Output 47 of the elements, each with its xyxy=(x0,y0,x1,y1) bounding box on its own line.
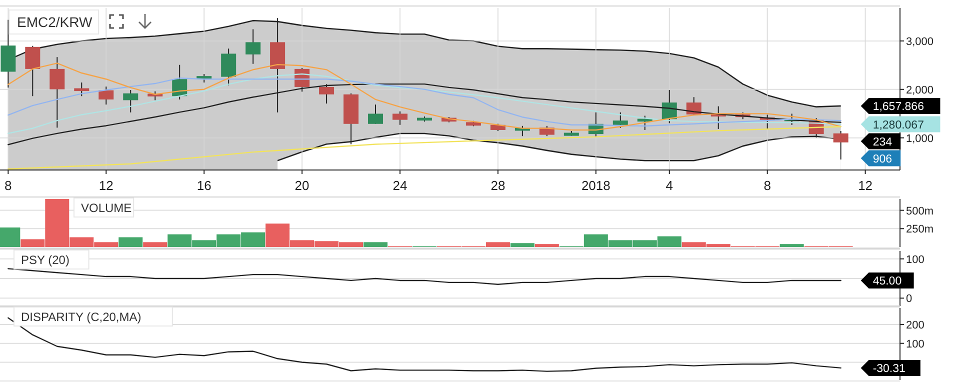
annotation: 1,657.866 xyxy=(872,100,924,113)
x-tick-label: 28 xyxy=(490,178,506,193)
x-tick-label: 20 xyxy=(294,178,310,193)
candlestick xyxy=(74,82,90,97)
annotation: 906 xyxy=(872,153,892,166)
candlestick xyxy=(612,112,628,128)
candlestick xyxy=(392,110,408,126)
x-tick-label: 2018 xyxy=(581,178,610,193)
annotation: -30.31 xyxy=(872,362,906,375)
y-tick-label: 500m xyxy=(906,205,934,218)
y-tick-label: 0 xyxy=(906,293,912,306)
y-tick-label: 100 xyxy=(906,254,924,266)
candlestick xyxy=(123,90,138,113)
x-tick-label: 8 xyxy=(764,178,771,193)
candlestick xyxy=(368,104,384,124)
chart-title: EMC2/KRW xyxy=(17,14,93,30)
bar xyxy=(143,242,168,247)
candlestick xyxy=(246,28,261,64)
annotation: 234 xyxy=(872,136,893,148)
x-tick-label: 24 xyxy=(392,178,408,193)
y-tick-label: 200 xyxy=(906,319,924,332)
chart-title: PSY (20) xyxy=(21,253,70,267)
x-tick-label: 4 xyxy=(666,178,674,193)
x-tick-label: 12 xyxy=(858,178,873,193)
chart-title: DISPARITY (C,20,MA) xyxy=(21,310,142,324)
bar xyxy=(118,237,143,247)
bar xyxy=(510,243,534,247)
x-tick-label: 8 xyxy=(4,178,12,193)
y-tick-label: 2,000 xyxy=(906,84,934,96)
x-tick-label: 16 xyxy=(196,178,212,193)
bar xyxy=(780,244,804,247)
candlestick xyxy=(25,45,40,97)
line-series xyxy=(8,268,842,285)
annotation: 1,280.067 xyxy=(872,119,924,132)
bar xyxy=(534,244,559,247)
chart-title: VOLUME xyxy=(81,201,132,215)
y-tick-label: 100 xyxy=(906,338,924,350)
candlestick xyxy=(50,56,65,128)
annotation: 45.00 xyxy=(872,275,902,288)
y-tick-label: 3,000 xyxy=(906,36,934,48)
x-tick-label: 12 xyxy=(98,178,114,193)
bar xyxy=(364,242,388,247)
y-tick-label: 250m xyxy=(906,224,934,236)
candlestick xyxy=(221,48,236,86)
y-tick-label: 1,000 xyxy=(906,132,934,145)
line-series xyxy=(8,126,842,170)
candlestick xyxy=(98,86,114,106)
